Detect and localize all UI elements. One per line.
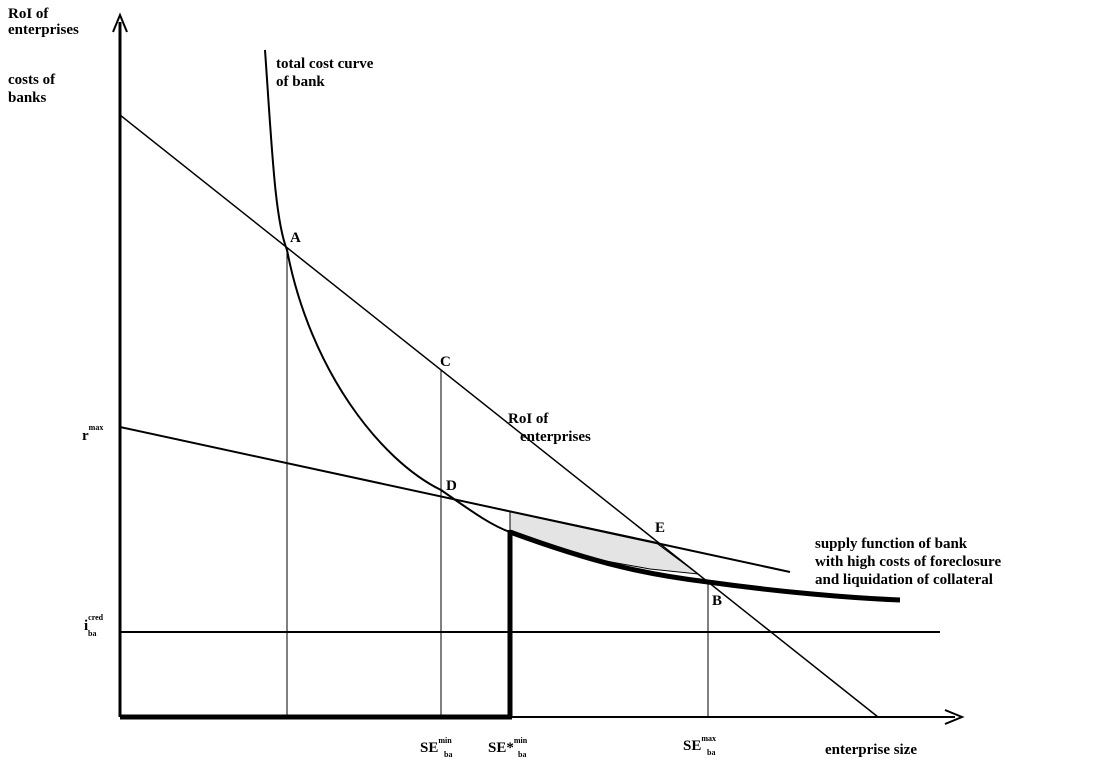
sup: max bbox=[89, 423, 104, 432]
x-tick-label: SE*min ba bbox=[488, 736, 528, 759]
point-label: C bbox=[440, 354, 451, 370]
y-tick-label: icred ba bbox=[84, 613, 104, 638]
y-tick-label: rmax bbox=[82, 423, 103, 444]
curve-label: RoI of bbox=[508, 411, 549, 427]
curve-label: supply function of bank bbox=[815, 536, 968, 552]
supply-function bbox=[509, 529, 901, 603]
x-label: enterprise size bbox=[825, 742, 917, 758]
y-label: RoI of bbox=[8, 6, 49, 22]
point-label: E bbox=[655, 520, 665, 536]
base: i bbox=[84, 618, 88, 634]
point-label: D bbox=[446, 478, 457, 494]
base: SE bbox=[683, 738, 701, 754]
sup: max bbox=[701, 734, 716, 743]
x-tick-label: SEmin ba bbox=[420, 736, 452, 759]
curve-label: with high costs of foreclosure bbox=[815, 554, 1001, 570]
total-cost-curve bbox=[264, 49, 901, 601]
sub: ba bbox=[707, 748, 715, 757]
y-arrow bbox=[112, 12, 128, 33]
y-label: enterprises bbox=[8, 22, 79, 38]
sup: min bbox=[438, 736, 452, 745]
sub: ba bbox=[88, 629, 96, 638]
sup: cred bbox=[88, 613, 104, 622]
curve-label: enterprises bbox=[520, 429, 591, 445]
x-tick-label: SEmax ba bbox=[683, 734, 716, 757]
roi-line bbox=[119, 114, 879, 718]
sub: ba bbox=[518, 750, 526, 759]
point-label: B bbox=[712, 593, 722, 609]
x-arrow bbox=[944, 709, 965, 725]
curve-label: of bank bbox=[276, 74, 325, 90]
y-label: banks bbox=[8, 90, 47, 106]
curve-label: and liquidation of collateral bbox=[815, 572, 993, 588]
base: r bbox=[82, 428, 89, 444]
sup: min bbox=[514, 736, 528, 745]
base: SE bbox=[420, 740, 438, 756]
point-label: A bbox=[290, 230, 301, 246]
sub: ba bbox=[444, 750, 452, 759]
base: SE* bbox=[488, 740, 514, 756]
y-label: costs of bbox=[8, 72, 56, 88]
curve-label: total cost curve bbox=[276, 56, 374, 72]
